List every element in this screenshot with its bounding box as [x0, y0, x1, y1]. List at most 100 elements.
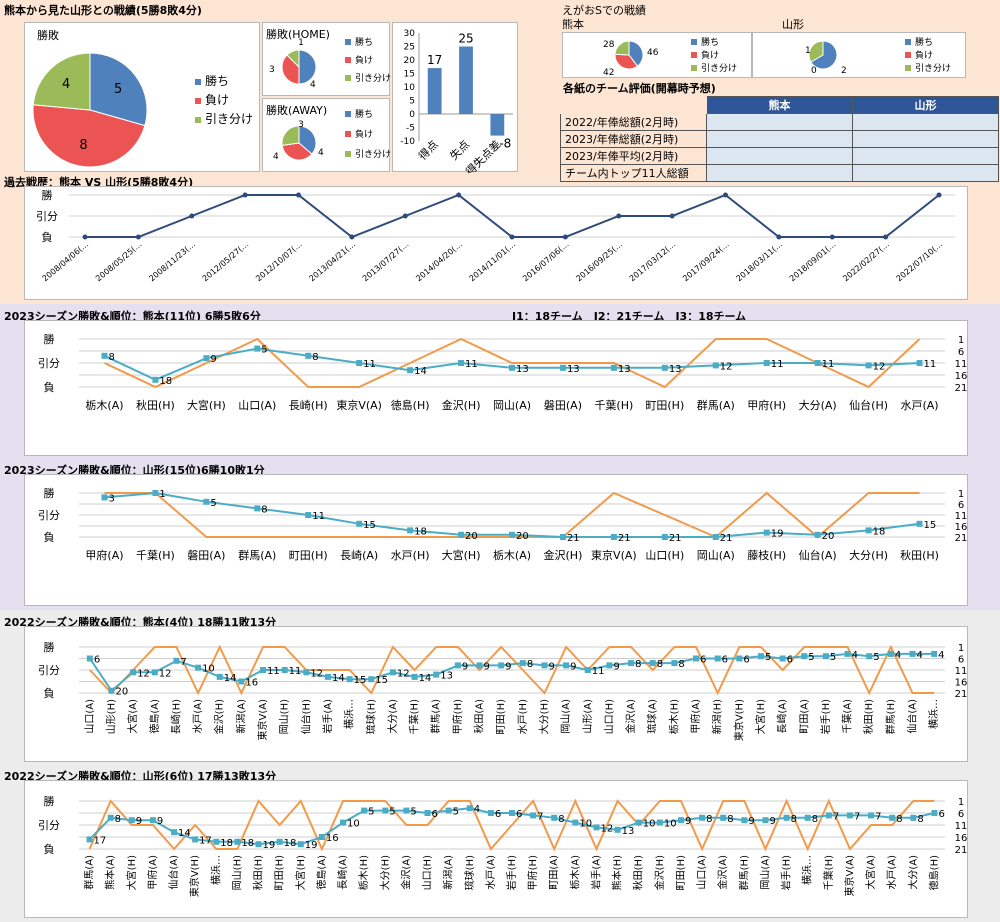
rank-point	[297, 841, 304, 848]
bar-data-label: 17	[427, 53, 442, 67]
y-tick-label: 20	[404, 56, 416, 66]
pie-data-label: 8	[79, 138, 87, 153]
egao-yamagata-panel: 勝ち 負け 引き分け 1 0 2	[752, 32, 966, 78]
y-level-label: 引分	[38, 818, 60, 832]
rank-point	[403, 807, 410, 814]
rank-point	[649, 660, 656, 667]
rank-data-label: 8	[558, 814, 564, 825]
rank-point	[152, 376, 159, 383]
rank-data-label: 15	[375, 675, 388, 686]
x-tick-label: 山口(A)	[238, 399, 276, 412]
rank-point	[195, 664, 202, 671]
evaluation-cell	[852, 147, 999, 165]
rank-point	[931, 650, 938, 657]
pie-slice-draw	[614, 40, 630, 56]
rank-data-label: 8	[706, 814, 712, 825]
x-tick-label: 2008/11/23(…	[147, 240, 197, 284]
legend-label-draw: 引き分け	[205, 112, 253, 126]
x-tick-label: 大宮(H)	[187, 398, 226, 412]
bar-data-label: 25	[458, 32, 473, 46]
x-tick-label: 大分(A)	[906, 855, 919, 890]
pie-slice-draw	[808, 40, 824, 63]
pie-data-label: 3	[269, 65, 275, 75]
rank-point	[509, 364, 515, 371]
rank-point	[712, 534, 719, 540]
rank-data-label: 19	[771, 529, 784, 540]
rank-data-label: 10	[664, 819, 677, 830]
legend-swatch-win	[905, 39, 911, 45]
x-tick-label: 水戸(H)	[517, 699, 529, 734]
x-tick-label: 千葉(A)	[841, 699, 854, 734]
history-point	[456, 192, 462, 198]
x-tick-label: 大宮(H)	[442, 548, 481, 562]
rank-point	[254, 345, 261, 352]
x-tick-label: 群馬(H)	[884, 699, 897, 734]
evaluation-col-yamagata: 山形	[852, 96, 999, 114]
history-title: 過去戦歴：熊本 VS 山形(5勝8敗4分)	[4, 176, 194, 189]
x-tick-label: 藤枝(H)	[747, 548, 786, 562]
y-tick-label: 0	[409, 110, 415, 120]
x-tick-label: 秋田(H)	[900, 548, 939, 562]
x-tick-label: 栃木(A)	[85, 398, 123, 412]
x-tick-label: 金沢(H)	[213, 699, 226, 734]
history-point	[296, 192, 302, 198]
rank-data-label: 8	[657, 659, 663, 670]
y-level-label: 負	[44, 381, 55, 394]
history-point	[82, 234, 88, 240]
y-tick-label: 15	[404, 70, 415, 80]
x-tick-label: 栃木(H)	[667, 699, 680, 734]
y-level-label: 負	[42, 231, 53, 244]
rank-tick-label: 21	[955, 689, 968, 700]
legend-swatch-draw	[691, 65, 697, 71]
rank-point	[281, 667, 288, 673]
rank-point	[107, 814, 114, 821]
legend-swatch-loss	[905, 52, 911, 58]
rank-point	[868, 812, 875, 819]
rank-point	[584, 667, 591, 673]
legend-swatch-draw	[345, 151, 351, 157]
pie-away-panel: 勝敗(AWAY) 勝ち 負け 引き分け 4 4 3	[262, 98, 391, 172]
rank-data-label: 20	[115, 687, 128, 698]
rank-tick-label: 11	[955, 666, 968, 677]
rank-point	[171, 829, 178, 836]
rank-tick-label: 16	[955, 371, 968, 382]
rank-data-label: 8	[108, 352, 114, 363]
x-tick-label: 磐田(A)	[187, 548, 225, 562]
x-tick-label: 2013/04/21(…	[308, 240, 358, 284]
rank-point	[693, 655, 700, 662]
rank-data-label: 6	[787, 655, 793, 666]
rank-point	[305, 352, 312, 359]
x-tick-label: 東京V(H)	[732, 699, 745, 741]
legend-swatch-win	[691, 39, 697, 45]
rank-data-label: 8	[261, 504, 267, 515]
rank-point	[530, 812, 537, 819]
x-tick-label: 徳島(H)	[391, 398, 430, 412]
rank-data-label: 18	[284, 838, 297, 849]
rank-data-label: 11	[592, 666, 605, 677]
rank-tick-label: 6	[958, 500, 964, 511]
pie-slice-draw	[281, 125, 300, 146]
x-tick-label: 2018/09/01(…	[788, 240, 838, 284]
pie-data-label: 4	[310, 80, 316, 90]
evaluation-row: 2022/年俸総額(2月時)	[560, 113, 999, 131]
rank-data-label: 9	[157, 816, 163, 827]
k2023-title: 2023シーズン勝敗&順位：熊本(11位) 6勝5敗6分	[4, 310, 261, 323]
pie-main-title: 勝敗	[37, 29, 59, 42]
rank-point	[844, 650, 851, 657]
rank-data-label: 20	[465, 531, 478, 542]
rank-data-label: 11	[289, 666, 302, 677]
x-tick-label: 山形(H)	[105, 699, 117, 734]
rank-tick-label: 16	[955, 678, 968, 689]
x-tick-label: 2016/09/25(…	[574, 240, 624, 284]
x-tick-label: 甲府(A)	[85, 548, 123, 562]
rank-point	[712, 362, 719, 369]
bar-1	[459, 46, 473, 114]
rank-data-label: 6	[722, 655, 728, 666]
x-tick-label: 岡山(H)	[279, 699, 291, 734]
rank-point	[804, 814, 811, 821]
rank-point	[216, 673, 223, 680]
rank-point	[865, 362, 872, 369]
rank-data-label: 8	[812, 814, 818, 825]
